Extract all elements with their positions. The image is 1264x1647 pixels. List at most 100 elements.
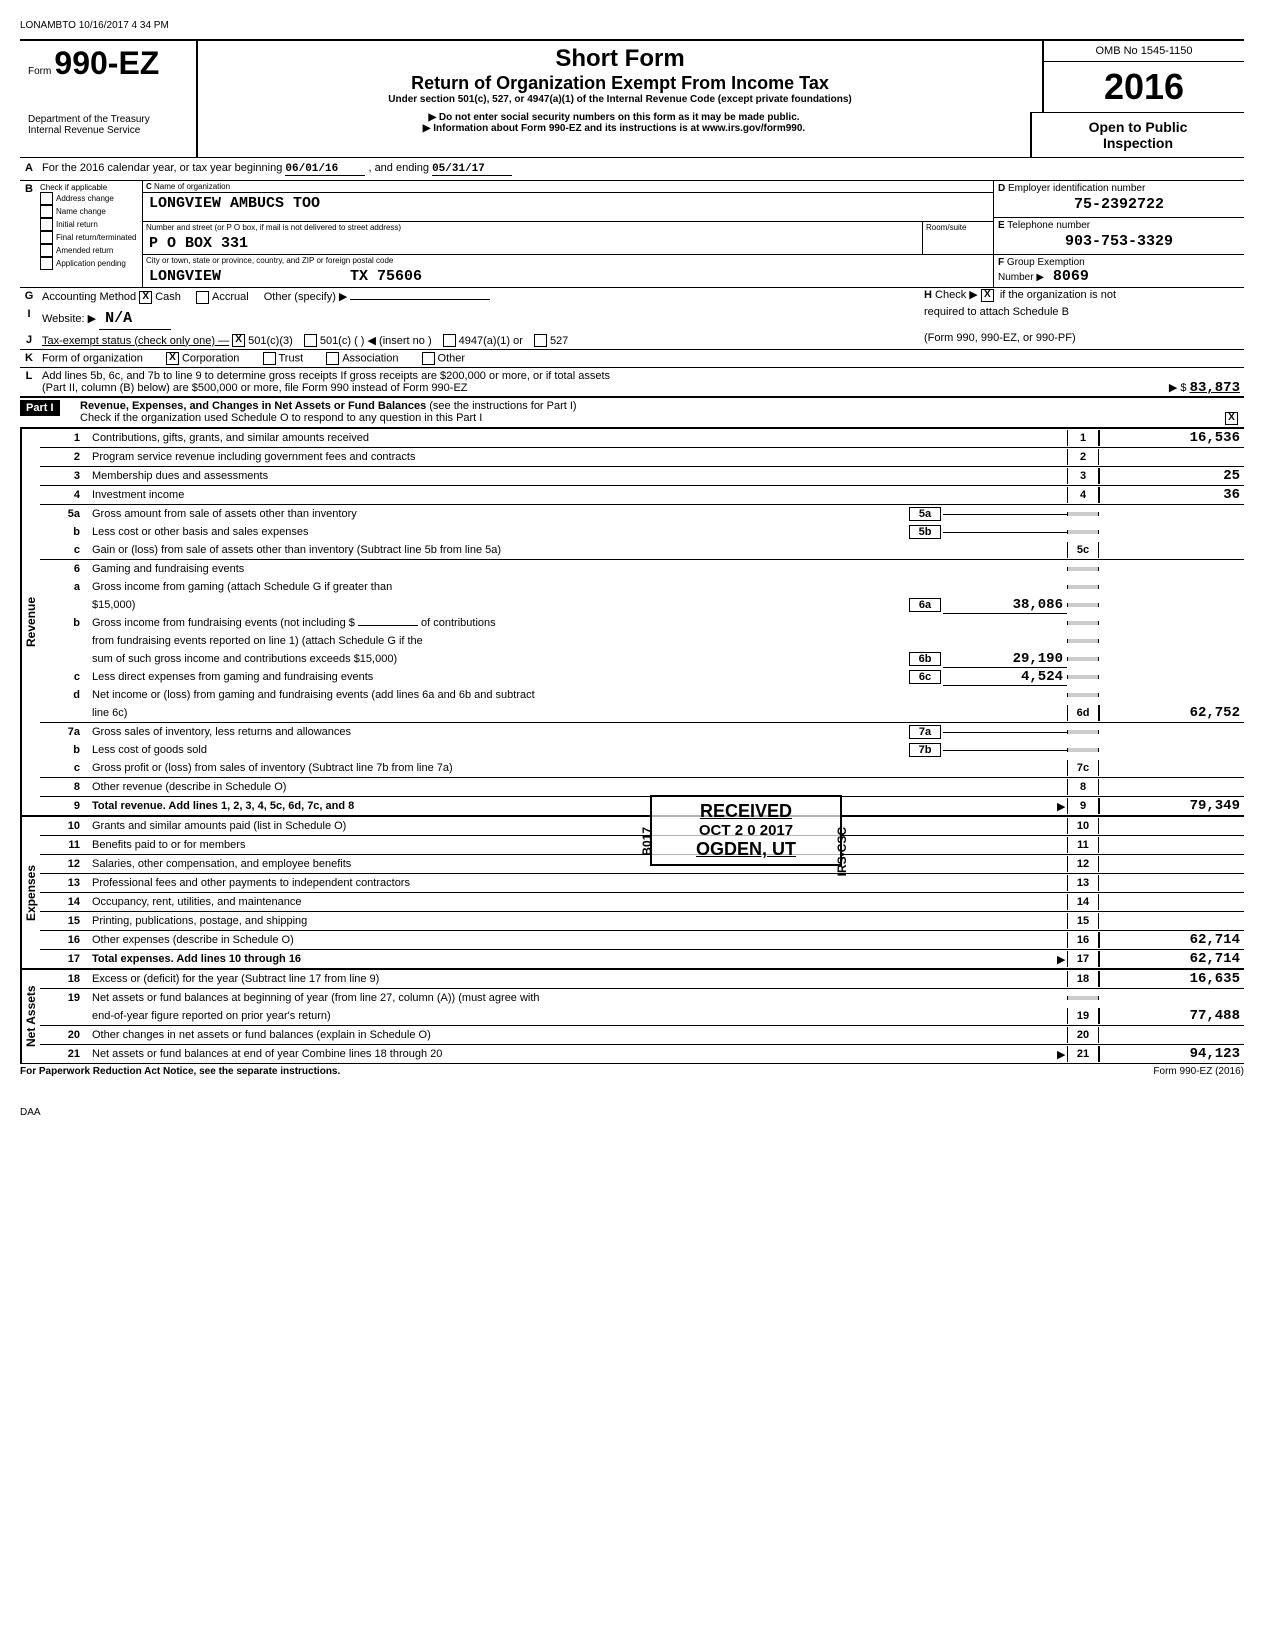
n16: 16	[40, 934, 88, 946]
a17: 62,714	[1099, 951, 1244, 967]
netassets-label: Net Assets	[20, 970, 40, 1063]
city: LONGVIEW	[149, 268, 221, 285]
n15: 15	[40, 915, 88, 927]
cb-schedo-part1[interactable]	[1225, 412, 1238, 425]
b21: 21	[1067, 1046, 1099, 1062]
opt-amended: Amended return	[56, 246, 113, 255]
d12: Salaries, other compensation, and employ…	[88, 857, 1067, 871]
cash: Cash	[155, 291, 181, 303]
b9: 9	[1067, 798, 1099, 814]
d6: Gaming and fundraising events	[88, 562, 1067, 576]
gray5b	[1067, 530, 1099, 534]
gray7a	[1067, 730, 1099, 734]
opt-name: Name change	[56, 207, 106, 216]
inspection: Inspection	[1038, 135, 1238, 151]
line-a: For the 2016 calendar year, or tax year …	[38, 160, 1244, 178]
n18: 18	[40, 973, 88, 985]
b1: 1	[1067, 430, 1099, 446]
cb-pending[interactable]	[40, 257, 53, 270]
gray19	[1067, 996, 1099, 1000]
sb7a: 7a	[909, 725, 941, 739]
cb-4947[interactable]	[443, 334, 456, 347]
form-number: 990-EZ	[54, 45, 159, 81]
line-a-mid: , and ending	[368, 162, 429, 174]
cb-h[interactable]	[981, 289, 994, 302]
received-stamp: RECEIVED OCT 2 0 2017 OGDEN, UT	[650, 795, 842, 866]
a19: 77,488	[1099, 1008, 1244, 1024]
sa5a	[943, 514, 1067, 515]
website: N/A	[99, 308, 171, 330]
gray6b2	[1067, 639, 1099, 643]
d3: Membership dues and assessments	[88, 469, 1067, 483]
d14: Occupancy, rent, utilities, and maintena…	[88, 895, 1067, 909]
b17: 17	[1067, 951, 1099, 967]
cb-accrual[interactable]	[196, 291, 209, 304]
cb-501c[interactable]	[304, 334, 317, 347]
state-zip: TX 75606	[350, 268, 422, 285]
other-method-field[interactable]	[350, 299, 490, 300]
n9: 9	[40, 800, 88, 812]
j-501c-b: ) ◀ (insert no )	[361, 335, 432, 347]
b5c: 5c	[1067, 542, 1099, 558]
d16: Other expenses (describe in Schedule O)	[88, 933, 1067, 947]
h-text4: (Form 990, 990-EZ, or 990-PF)	[924, 332, 1244, 350]
cb-501c3[interactable]	[232, 334, 245, 347]
d17: Total expenses. Add lines 10 through 16	[92, 953, 301, 965]
d6b: Gross income from fundraising events (no…	[92, 617, 355, 629]
city-label: City or town, state or province, country…	[143, 255, 993, 266]
cb-trust[interactable]	[263, 352, 276, 365]
arr21: ▶	[1057, 1048, 1067, 1061]
warn-line: Do not enter social security numbers on …	[198, 112, 1030, 123]
room-label: Room/suite	[923, 222, 993, 233]
n7c: c	[40, 762, 88, 774]
letter-b: B	[20, 181, 38, 287]
n17: 17	[40, 953, 88, 965]
b7c: 7c	[1067, 760, 1099, 776]
cb-cash[interactable]	[139, 291, 152, 304]
n12: 12	[40, 858, 88, 870]
form-box: Form 990-EZ	[20, 41, 198, 112]
d13: Professional fees and other payments to …	[88, 876, 1067, 890]
b13: 13	[1067, 875, 1099, 891]
part-i-heading: Revenue, Expenses, and Changes in Net As…	[80, 400, 426, 412]
gray6b	[1067, 621, 1099, 625]
n5a: 5a	[40, 508, 88, 520]
b20: 20	[1067, 1027, 1099, 1043]
cb-corp[interactable]	[166, 352, 179, 365]
b16: 16	[1067, 932, 1099, 948]
k-assoc: Association	[342, 353, 398, 365]
sa7a	[943, 732, 1067, 733]
b19: 19	[1067, 1008, 1099, 1024]
cb-final[interactable]	[40, 231, 53, 244]
cb-initial[interactable]	[40, 218, 53, 231]
d6a: Gross income from gaming (attach Schedul…	[92, 581, 392, 593]
d5b: Less cost or other basis and sales expen…	[88, 525, 909, 539]
phone: 903-753-3329	[998, 231, 1240, 252]
k-label: Form of organization	[42, 353, 143, 365]
footer-right: Form 990-EZ (2016)	[1153, 1066, 1244, 1077]
cb-assoc[interactable]	[326, 352, 339, 365]
d19: Net assets or fund balances at beginning…	[88, 991, 1067, 1005]
d1: Contributions, gifts, grants, and simila…	[88, 431, 1067, 445]
cb-527[interactable]	[534, 334, 547, 347]
b18: 18	[1067, 971, 1099, 987]
d6b3: from fundraising events reported on line…	[88, 634, 1067, 648]
letter-i: I	[20, 306, 38, 332]
cb-name-change[interactable]	[40, 205, 53, 218]
d19b: end-of-year figure reported on prior yea…	[88, 1009, 1067, 1023]
cb-amended[interactable]	[40, 244, 53, 257]
h-check: Check ▶	[935, 289, 978, 301]
cb-address-change[interactable]	[40, 192, 53, 205]
cb-other-org[interactable]	[422, 352, 435, 365]
gray7b	[1067, 748, 1099, 752]
letter-l: L	[20, 368, 38, 396]
n7a: 7a	[40, 726, 88, 738]
n3: 3	[40, 470, 88, 482]
letter-g: G	[20, 288, 38, 306]
f6b[interactable]	[358, 625, 418, 626]
city-value: LONGVIEW TX 75606	[143, 266, 993, 287]
letter-k: K	[20, 350, 38, 367]
n10: 10	[40, 820, 88, 832]
gray6b3	[1067, 657, 1099, 661]
h-text2: if the organization is not	[1000, 289, 1116, 301]
